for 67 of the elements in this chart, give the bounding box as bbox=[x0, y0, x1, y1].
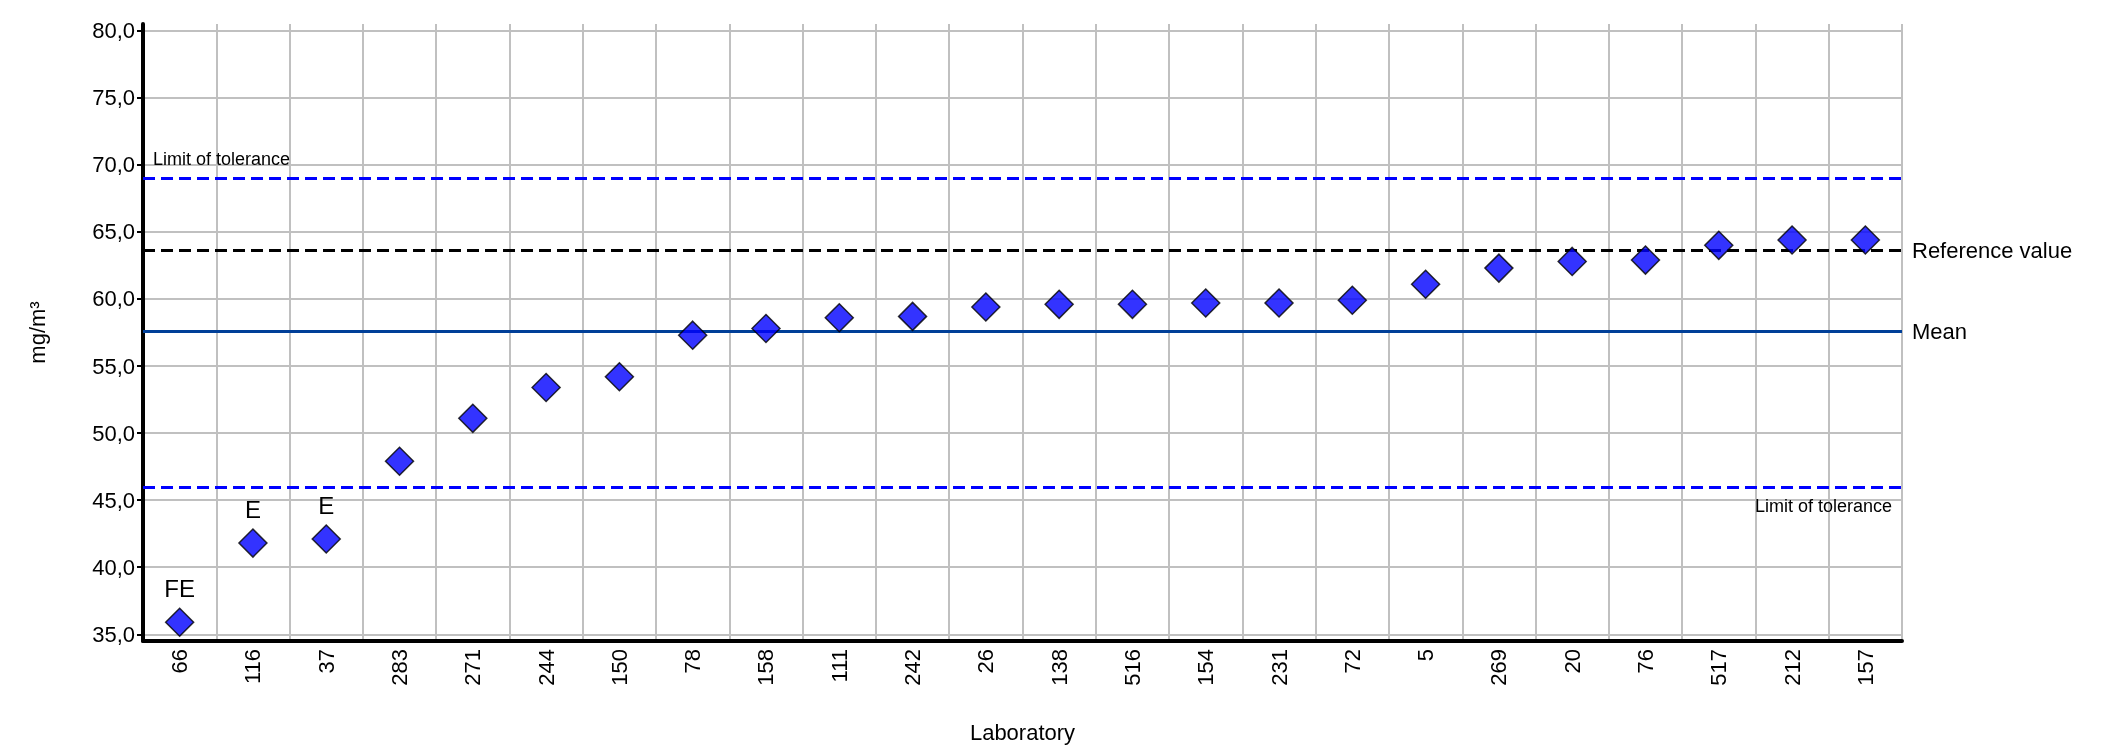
y-axis-title: mg/m³ bbox=[24, 301, 50, 364]
point bbox=[1630, 245, 1661, 275]
x-tick-label: 26 bbox=[973, 649, 999, 674]
point bbox=[604, 362, 635, 392]
y-tick-label: 40,0 bbox=[92, 554, 135, 580]
point bbox=[751, 313, 781, 344]
point bbox=[1337, 285, 1368, 316]
point bbox=[1704, 230, 1734, 261]
y-tick-label: 60,0 bbox=[92, 286, 135, 312]
x-tick-label: 244 bbox=[533, 649, 559, 686]
point bbox=[1264, 288, 1294, 318]
point bbox=[1410, 269, 1441, 299]
y-tick-label: 70,0 bbox=[92, 152, 135, 178]
x-tick-label: 269 bbox=[1486, 649, 1512, 686]
x-tick-label: 72 bbox=[1339, 649, 1365, 674]
y-tick-label: 75,0 bbox=[92, 85, 135, 111]
x-tick-label: 158 bbox=[753, 649, 779, 686]
point bbox=[897, 301, 928, 332]
x-tick-label: 517 bbox=[1706, 649, 1732, 686]
point bbox=[238, 528, 268, 558]
x-tick-label: 231 bbox=[1266, 649, 1292, 686]
y-tick-label: 80,0 bbox=[92, 18, 135, 44]
x-tick-label: 76 bbox=[1632, 649, 1658, 674]
point bbox=[971, 292, 1001, 322]
y-tick-label: 45,0 bbox=[92, 487, 135, 513]
x-tick-label: 150 bbox=[606, 649, 632, 686]
point bbox=[1850, 225, 1881, 255]
ref-line-label: Reference value bbox=[1912, 238, 2073, 264]
point bbox=[1777, 225, 1807, 255]
x-axis-title: Laboratory bbox=[969, 719, 1076, 745]
x-tick-label: 242 bbox=[900, 649, 926, 686]
ref-line-label: Limit of tolerance bbox=[1754, 495, 1892, 516]
x-tick-label: 516 bbox=[1119, 649, 1145, 686]
x-tick-label: 116 bbox=[240, 649, 266, 685]
point bbox=[311, 524, 341, 554]
x-tick-label: 154 bbox=[1193, 649, 1219, 686]
y-tick-label: 35,0 bbox=[92, 621, 135, 647]
annotation: E bbox=[244, 495, 261, 523]
x-tick-label: 283 bbox=[387, 649, 413, 686]
x-tick-label: 37 bbox=[313, 649, 339, 674]
point bbox=[458, 403, 488, 434]
x-tick-label: 20 bbox=[1559, 649, 1585, 674]
annotation: FE bbox=[164, 574, 195, 602]
x-tick-label: 212 bbox=[1779, 649, 1805, 686]
point bbox=[164, 607, 195, 637]
x-tick-label: 66 bbox=[167, 649, 193, 674]
point bbox=[384, 446, 415, 477]
annotation: E bbox=[318, 491, 335, 519]
y-tick-label: 50,0 bbox=[92, 420, 135, 446]
point bbox=[1557, 246, 1587, 277]
point bbox=[531, 372, 561, 403]
point bbox=[824, 303, 855, 333]
x-tick-label: 157 bbox=[1852, 649, 1878, 686]
x-tick-label: 271 bbox=[460, 649, 486, 686]
x-tick-label: 111 bbox=[826, 649, 852, 683]
x-tick-label: 5 bbox=[1413, 649, 1439, 662]
point bbox=[1190, 288, 1221, 318]
y-tick-label: 65,0 bbox=[92, 219, 135, 245]
y-tick-label: 55,0 bbox=[92, 353, 135, 379]
point bbox=[1484, 253, 1514, 283]
x-tick-label: 138 bbox=[1046, 649, 1072, 686]
point bbox=[1044, 289, 1074, 320]
ref-line-label: Mean bbox=[1912, 318, 1968, 344]
ref-line-label: Limit of tolerance bbox=[153, 149, 291, 170]
point bbox=[1117, 289, 1148, 320]
point bbox=[677, 320, 708, 350]
x-tick-label: 78 bbox=[680, 649, 706, 674]
